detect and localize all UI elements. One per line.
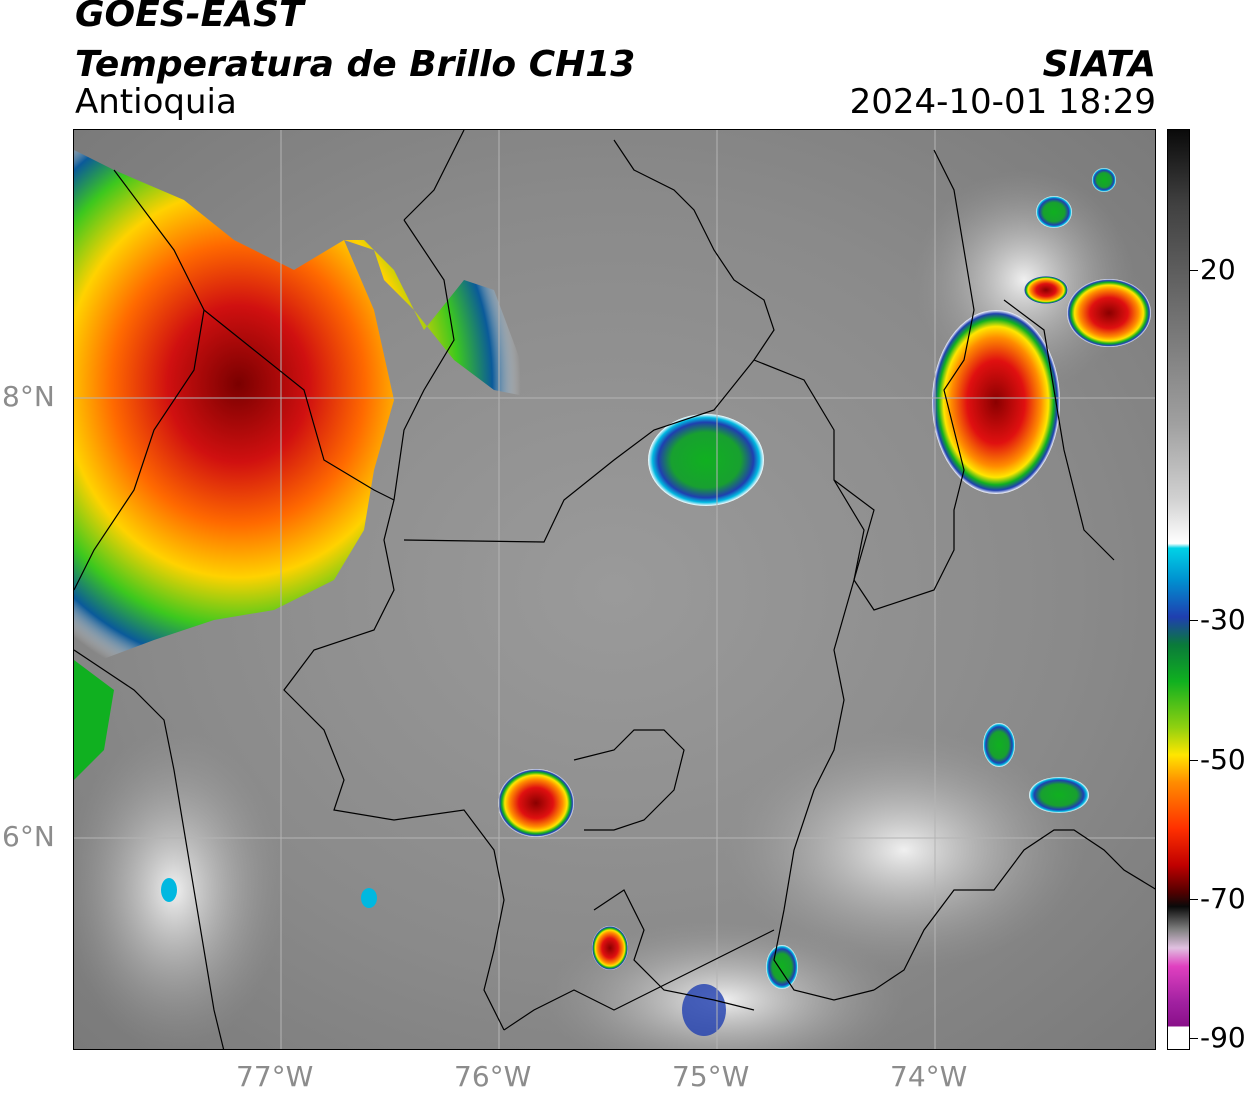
cbar-label-m70: -70 <box>1200 882 1246 915</box>
colorbar <box>1167 129 1190 1050</box>
lon-label-75w: 75°W <box>672 1060 750 1093</box>
storm-cell-east <box>932 310 1060 494</box>
storm-cell-northeast <box>1067 279 1151 347</box>
lat-label-6n: 6°N <box>2 820 55 853</box>
storm-cell-south-2 <box>766 945 798 989</box>
lon-label-77w: 77°W <box>236 1060 314 1093</box>
boundary-lines <box>74 130 1155 1049</box>
storm-cell-ne-small <box>1024 276 1068 304</box>
storm-complex-nw <box>74 150 544 670</box>
cbar-tick-m30 <box>1190 620 1198 621</box>
product-title: Temperatura de Brillo CH13 <box>75 44 636 85</box>
storm-cell-ne-tiny <box>1092 168 1116 192</box>
storm-cell-south-1 <box>592 926 628 970</box>
cbar-label-m90: -90 <box>1200 1021 1246 1054</box>
storm-cell-west-edge <box>74 660 114 780</box>
organization-label: SIATA <box>1042 44 1156 85</box>
storm-cell-ne-green <box>1036 196 1072 228</box>
storm-cell-southwest <box>498 769 574 837</box>
storm-cell-central <box>648 414 764 506</box>
satellite-title: GOES-EAST <box>75 0 304 35</box>
storm-cell-se-2 <box>1029 777 1089 813</box>
gridlines <box>74 130 1155 1049</box>
cbar-label-m30: -30 <box>1200 603 1246 636</box>
lon-label-74w: 74°W <box>890 1060 968 1093</box>
cloud-patch-w <box>74 730 284 1049</box>
storm-cell-se-1 <box>983 723 1015 767</box>
cbar-tick-m50 <box>1190 760 1198 761</box>
satellite-map[interactable] <box>73 129 1156 1050</box>
cbar-label-20: 20 <box>1200 253 1236 286</box>
lon-label-76w: 76°W <box>454 1060 532 1093</box>
cbar-tick-m90 <box>1190 1038 1198 1039</box>
lat-label-8n: 8°N <box>2 380 55 413</box>
cloud-patch-s <box>544 920 904 1049</box>
storm-cell-south-3 <box>682 984 726 1036</box>
region-label: Antioquia <box>75 82 237 122</box>
cbar-label-m50: -50 <box>1200 743 1246 776</box>
storm-cell-sw-tiny <box>361 888 377 908</box>
storm-cell-w-tiny <box>161 878 177 902</box>
datetime-label: 2024-10-01 18:29 <box>849 82 1156 122</box>
map-canvas <box>74 130 1155 1049</box>
cbar-tick-m70 <box>1190 899 1198 900</box>
cbar-tick-20 <box>1190 270 1198 271</box>
